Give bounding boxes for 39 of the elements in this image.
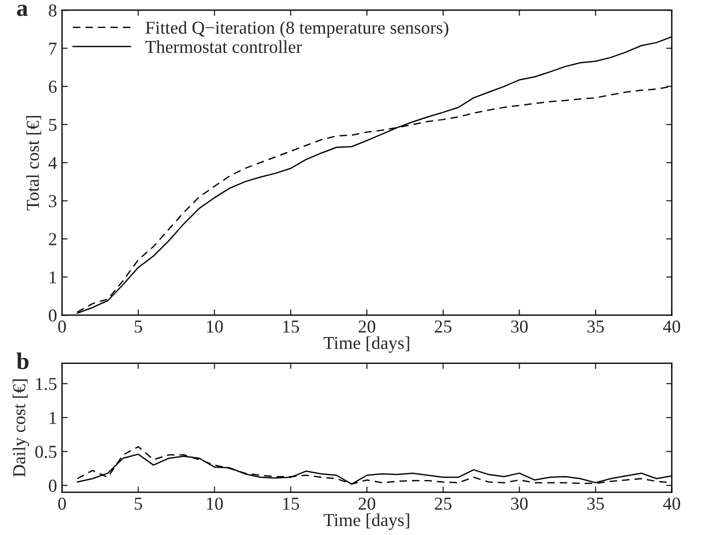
y-tick-label: 1 <box>50 271 56 284</box>
y-axis-title: Total cost [€] <box>26 116 42 210</box>
y-tick-label: 0 <box>48 309 56 322</box>
y-axis-title: Daily cost [€] <box>12 379 30 477</box>
x-tick-label: 0 <box>58 498 66 510</box>
y-tick-label: 3 <box>49 195 56 208</box>
y-tick-label: 2 <box>48 233 56 246</box>
x-tick-label: 25 <box>434 320 452 333</box>
x-axis-title: Time [days] <box>324 513 410 530</box>
y-tick-label: 6 <box>48 80 57 93</box>
x-tick-label: 25 <box>434 498 452 510</box>
y-tick-label: 8 <box>48 4 56 17</box>
x-tick-label: 0 <box>58 320 66 333</box>
x-tick-label: 40 <box>663 320 680 333</box>
y-tick-label: 0 <box>48 480 56 492</box>
x-tick-label: 5 <box>134 498 142 510</box>
x-tick-label: 35 <box>587 498 604 510</box>
x-tick-label: 20 <box>358 320 376 333</box>
x-tick-label: 30 <box>511 320 528 333</box>
text: b <box>16 352 28 370</box>
x-tick-label: 35 <box>587 320 604 333</box>
text: a <box>17 4 28 16</box>
y-tick-label: 1 <box>50 412 56 424</box>
y-tick-label: 4 <box>48 157 57 169</box>
y-tick-label: 1.5 <box>36 378 56 390</box>
y-tick-label: 5 <box>49 118 56 131</box>
x-tick-label: 10 <box>207 498 223 510</box>
x-tick-label: 5 <box>134 320 142 333</box>
x-tick-label: 30 <box>511 498 528 510</box>
x-axis-title: Time [days] <box>324 336 410 353</box>
y-tick-label: 0.5 <box>35 446 56 458</box>
x-tick-label: 20 <box>358 498 376 510</box>
x-tick-label: 40 <box>663 498 680 510</box>
y-tick-label: 7 <box>49 42 57 55</box>
x-tick-label: 15 <box>283 320 300 333</box>
legend-label: Thermostat controller <box>145 40 302 54</box>
x-tick-label: 10 <box>207 320 223 333</box>
x-tick-label: 15 <box>283 498 300 510</box>
legend-label: Fitted Q−iteration (8 temperature sensors) <box>146 21 448 38</box>
